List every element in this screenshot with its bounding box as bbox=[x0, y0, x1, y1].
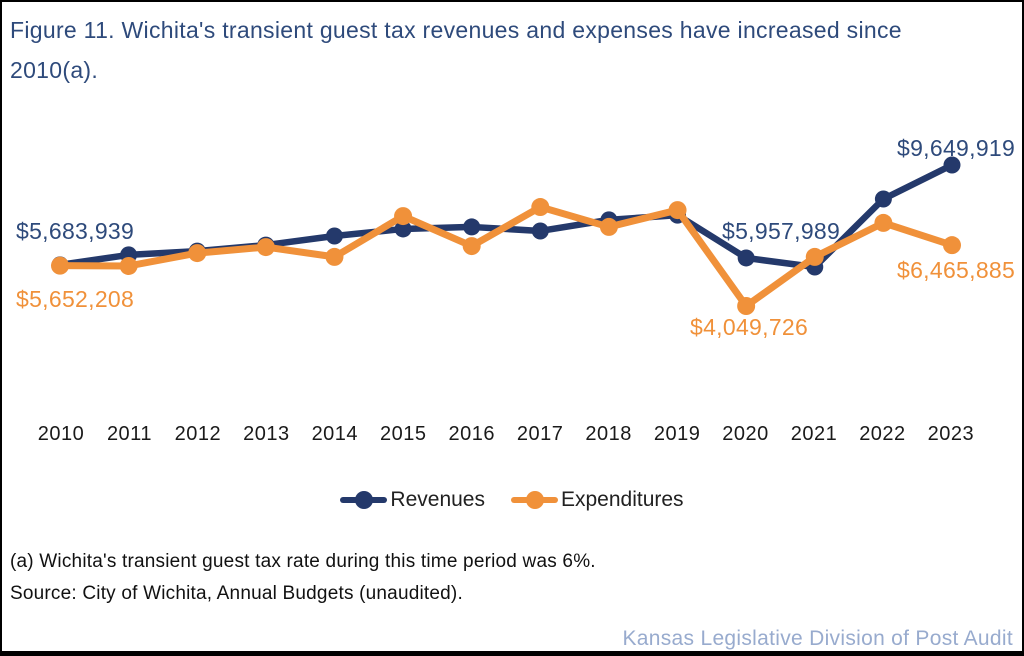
expenditures-point-2010 bbox=[51, 256, 69, 275]
expenditures-point-2015 bbox=[394, 207, 413, 226]
expenditures-point-2014 bbox=[325, 247, 344, 266]
revenues-point-2017 bbox=[531, 222, 549, 240]
expenditures-point-2023 bbox=[943, 236, 961, 255]
revenues-point-2020 bbox=[737, 249, 755, 267]
point-label-revenues-2020: $5,957,989 bbox=[722, 218, 841, 244]
expenditures-point-2012 bbox=[188, 244, 207, 263]
x-axis-label-2013: 2013 bbox=[243, 423, 290, 445]
x-axis-label-2016: 2016 bbox=[448, 423, 495, 445]
figure-title: Figure 11. Wichita's transient guest tax… bbox=[10, 17, 902, 83]
expenditures-line bbox=[56, 203, 956, 310]
point-label-expenditures-2020: $4,049,726 bbox=[690, 314, 809, 340]
expenditures-point-2016 bbox=[462, 237, 481, 256]
x-axis-label-2011: 2011 bbox=[106, 423, 152, 445]
expenditures-point-2017 bbox=[531, 198, 550, 217]
point-label-revenues-2023: $9,649,919 bbox=[897, 135, 1016, 161]
x-axis: 2010 2011 2012 2013 2014 2015 2016 2017 2018 2019… bbox=[32, 423, 980, 446]
legend-item-expenditures: Expenditures bbox=[510, 488, 684, 512]
point-label-expenditures-2010: $5,652,208 bbox=[16, 286, 135, 312]
revenues-point-2016 bbox=[463, 218, 481, 236]
x-axis-label-2020: 2020 bbox=[722, 423, 769, 445]
line-chart bbox=[51, 156, 961, 315]
x-axis-label-2015: 2015 bbox=[380, 423, 427, 445]
x-axis-label-2014: 2014 bbox=[311, 423, 359, 445]
revenues-point-2023 bbox=[943, 156, 961, 174]
x-axis-label-2021: 2021 bbox=[790, 423, 838, 445]
expenditures-point-2021 bbox=[805, 247, 824, 266]
x-axis-label-2023: 2023 bbox=[927, 423, 975, 445]
expenditures-point-2013 bbox=[256, 238, 275, 257]
x-axis-label-2019: 2019 bbox=[653, 423, 701, 445]
revenues-point-2014 bbox=[325, 227, 343, 245]
x-axis-label-2010: 2010 bbox=[37, 423, 85, 445]
expenditures-point-2019 bbox=[668, 201, 687, 220]
watermark-text: Kansas Legislative Division of Post Audi… bbox=[622, 627, 1013, 650]
source-note: Source: City of Wichita, Annual Budgets … bbox=[10, 583, 463, 604]
point-label-revenues-2010: $5,683,939 bbox=[16, 218, 135, 244]
revenues-point-2022 bbox=[874, 190, 892, 208]
x-axis-label-2017: 2017 bbox=[516, 423, 564, 445]
footnote-a: (a) Wichita's transient guest tax rate d… bbox=[10, 551, 596, 572]
legend-label-revenues: Revenues bbox=[390, 488, 485, 511]
x-axis-label-2012: 2012 bbox=[174, 423, 222, 445]
legend-marker-revenues bbox=[340, 491, 388, 509]
legend-item-revenues: Revenues bbox=[340, 488, 485, 512]
x-axis-label-2022: 2022 bbox=[859, 423, 906, 445]
expenditures-point-2011 bbox=[119, 256, 138, 275]
chart-legend: Revenues Expenditures bbox=[2, 488, 1022, 512]
legend-label-expenditures: Expenditures bbox=[560, 488, 684, 511]
expenditures-point-2020 bbox=[737, 297, 756, 315]
legend-marker-expenditures bbox=[510, 491, 558, 509]
revenues-point-2015 bbox=[394, 220, 412, 238]
expenditures-point-2022 bbox=[874, 213, 893, 232]
x-axis-label-2018: 2018 bbox=[585, 423, 632, 445]
expenditures-point-2018 bbox=[599, 217, 618, 236]
point-label-expenditures-2023: $6,465,885 bbox=[897, 257, 1016, 283]
